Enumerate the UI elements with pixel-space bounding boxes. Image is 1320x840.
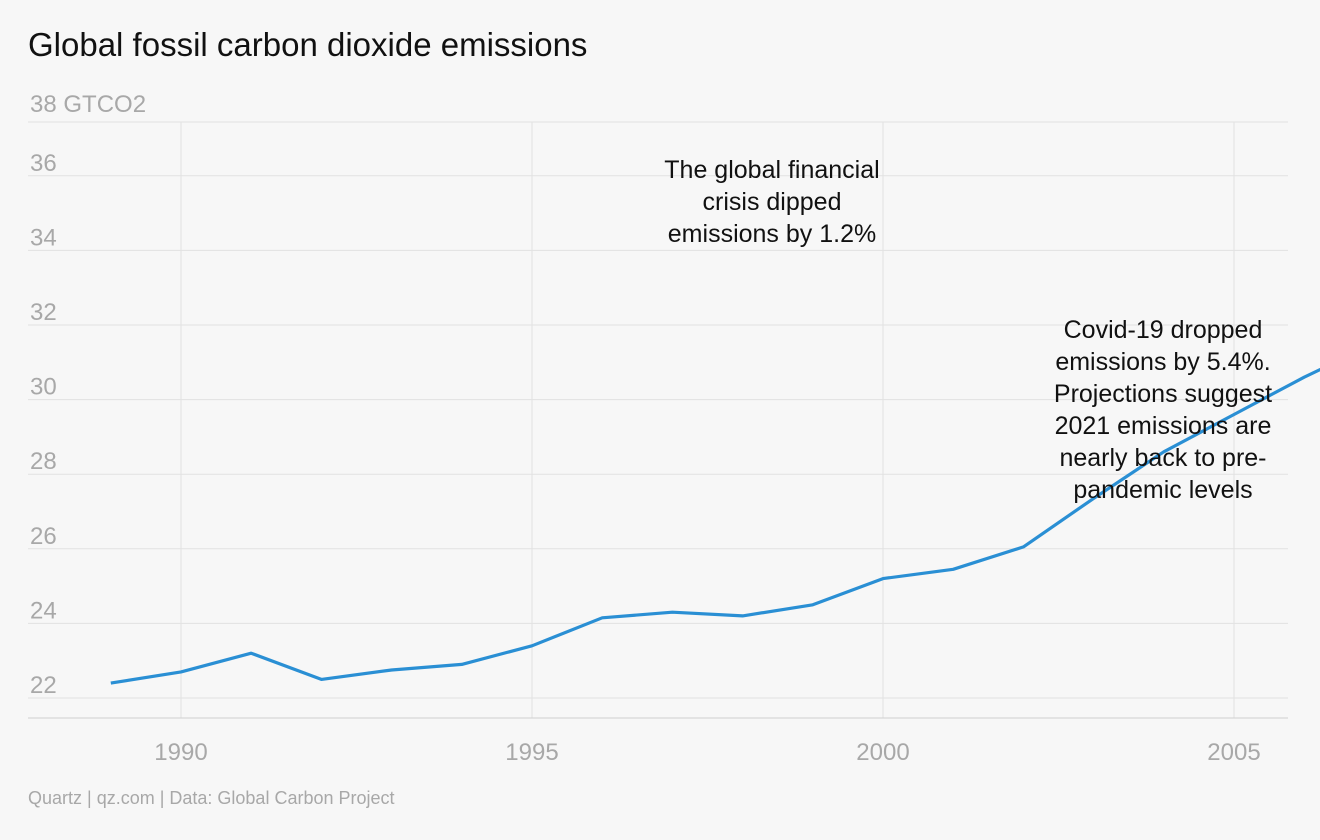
annotation-line: The global financial <box>664 156 879 184</box>
x-axis-ticks: 1990199520002005201020152020 <box>154 739 1260 766</box>
y-tick-label: 28 <box>30 448 57 475</box>
y-axis-ticks: 22 24 26 28 30 32 34 36 <box>30 150 57 699</box>
series-line-emissions <box>110 367 1320 685</box>
y-axis-unit-label: 38 GTCO2 <box>30 91 146 118</box>
annotation-financial-crisis: The global financial crisis dipped emissio… <box>664 156 879 248</box>
source-note: Quartz | qz.com | Data: Global Carbon Pr… <box>28 788 395 808</box>
x-tick-label: 1995 <box>505 739 558 766</box>
x-tick-label: 2005 <box>1207 739 1260 766</box>
annotation-line: Covid-19 dropped <box>1064 316 1263 344</box>
y-tick-label: 22 <box>30 672 57 699</box>
annotation-line: pandemic levels <box>1073 476 1252 504</box>
y-tick-label: 30 <box>30 374 57 401</box>
x-tick-label: 1990 <box>154 739 207 766</box>
annotation-covid: Covid-19 dropped emissions by 5.4%. Projec… <box>1054 316 1272 504</box>
data-series <box>110 367 1320 685</box>
annotations: The global financial crisis dipped emissio… <box>664 156 1272 504</box>
x-tick-label: 2000 <box>856 739 909 766</box>
annotation-line: nearly back to pre- <box>1059 444 1266 472</box>
annotation-line: 2021 emissions are <box>1055 412 1272 440</box>
y-tick-label: 26 <box>30 523 57 550</box>
chart-title: Global fossil carbon dioxide emissions <box>28 26 588 63</box>
y-tick-label: 34 <box>30 224 57 251</box>
y-tick-label: 36 <box>30 150 57 177</box>
y-tick-label: 24 <box>30 597 57 624</box>
annotation-line: emissions by 5.4%. <box>1055 348 1270 376</box>
annotation-line: emissions by 1.2% <box>668 220 876 248</box>
y-tick-label: 32 <box>30 299 57 326</box>
annotation-line: crisis dipped <box>703 188 842 216</box>
grid-lines <box>28 121 1288 719</box>
annotation-line: Projections suggest <box>1054 380 1272 408</box>
